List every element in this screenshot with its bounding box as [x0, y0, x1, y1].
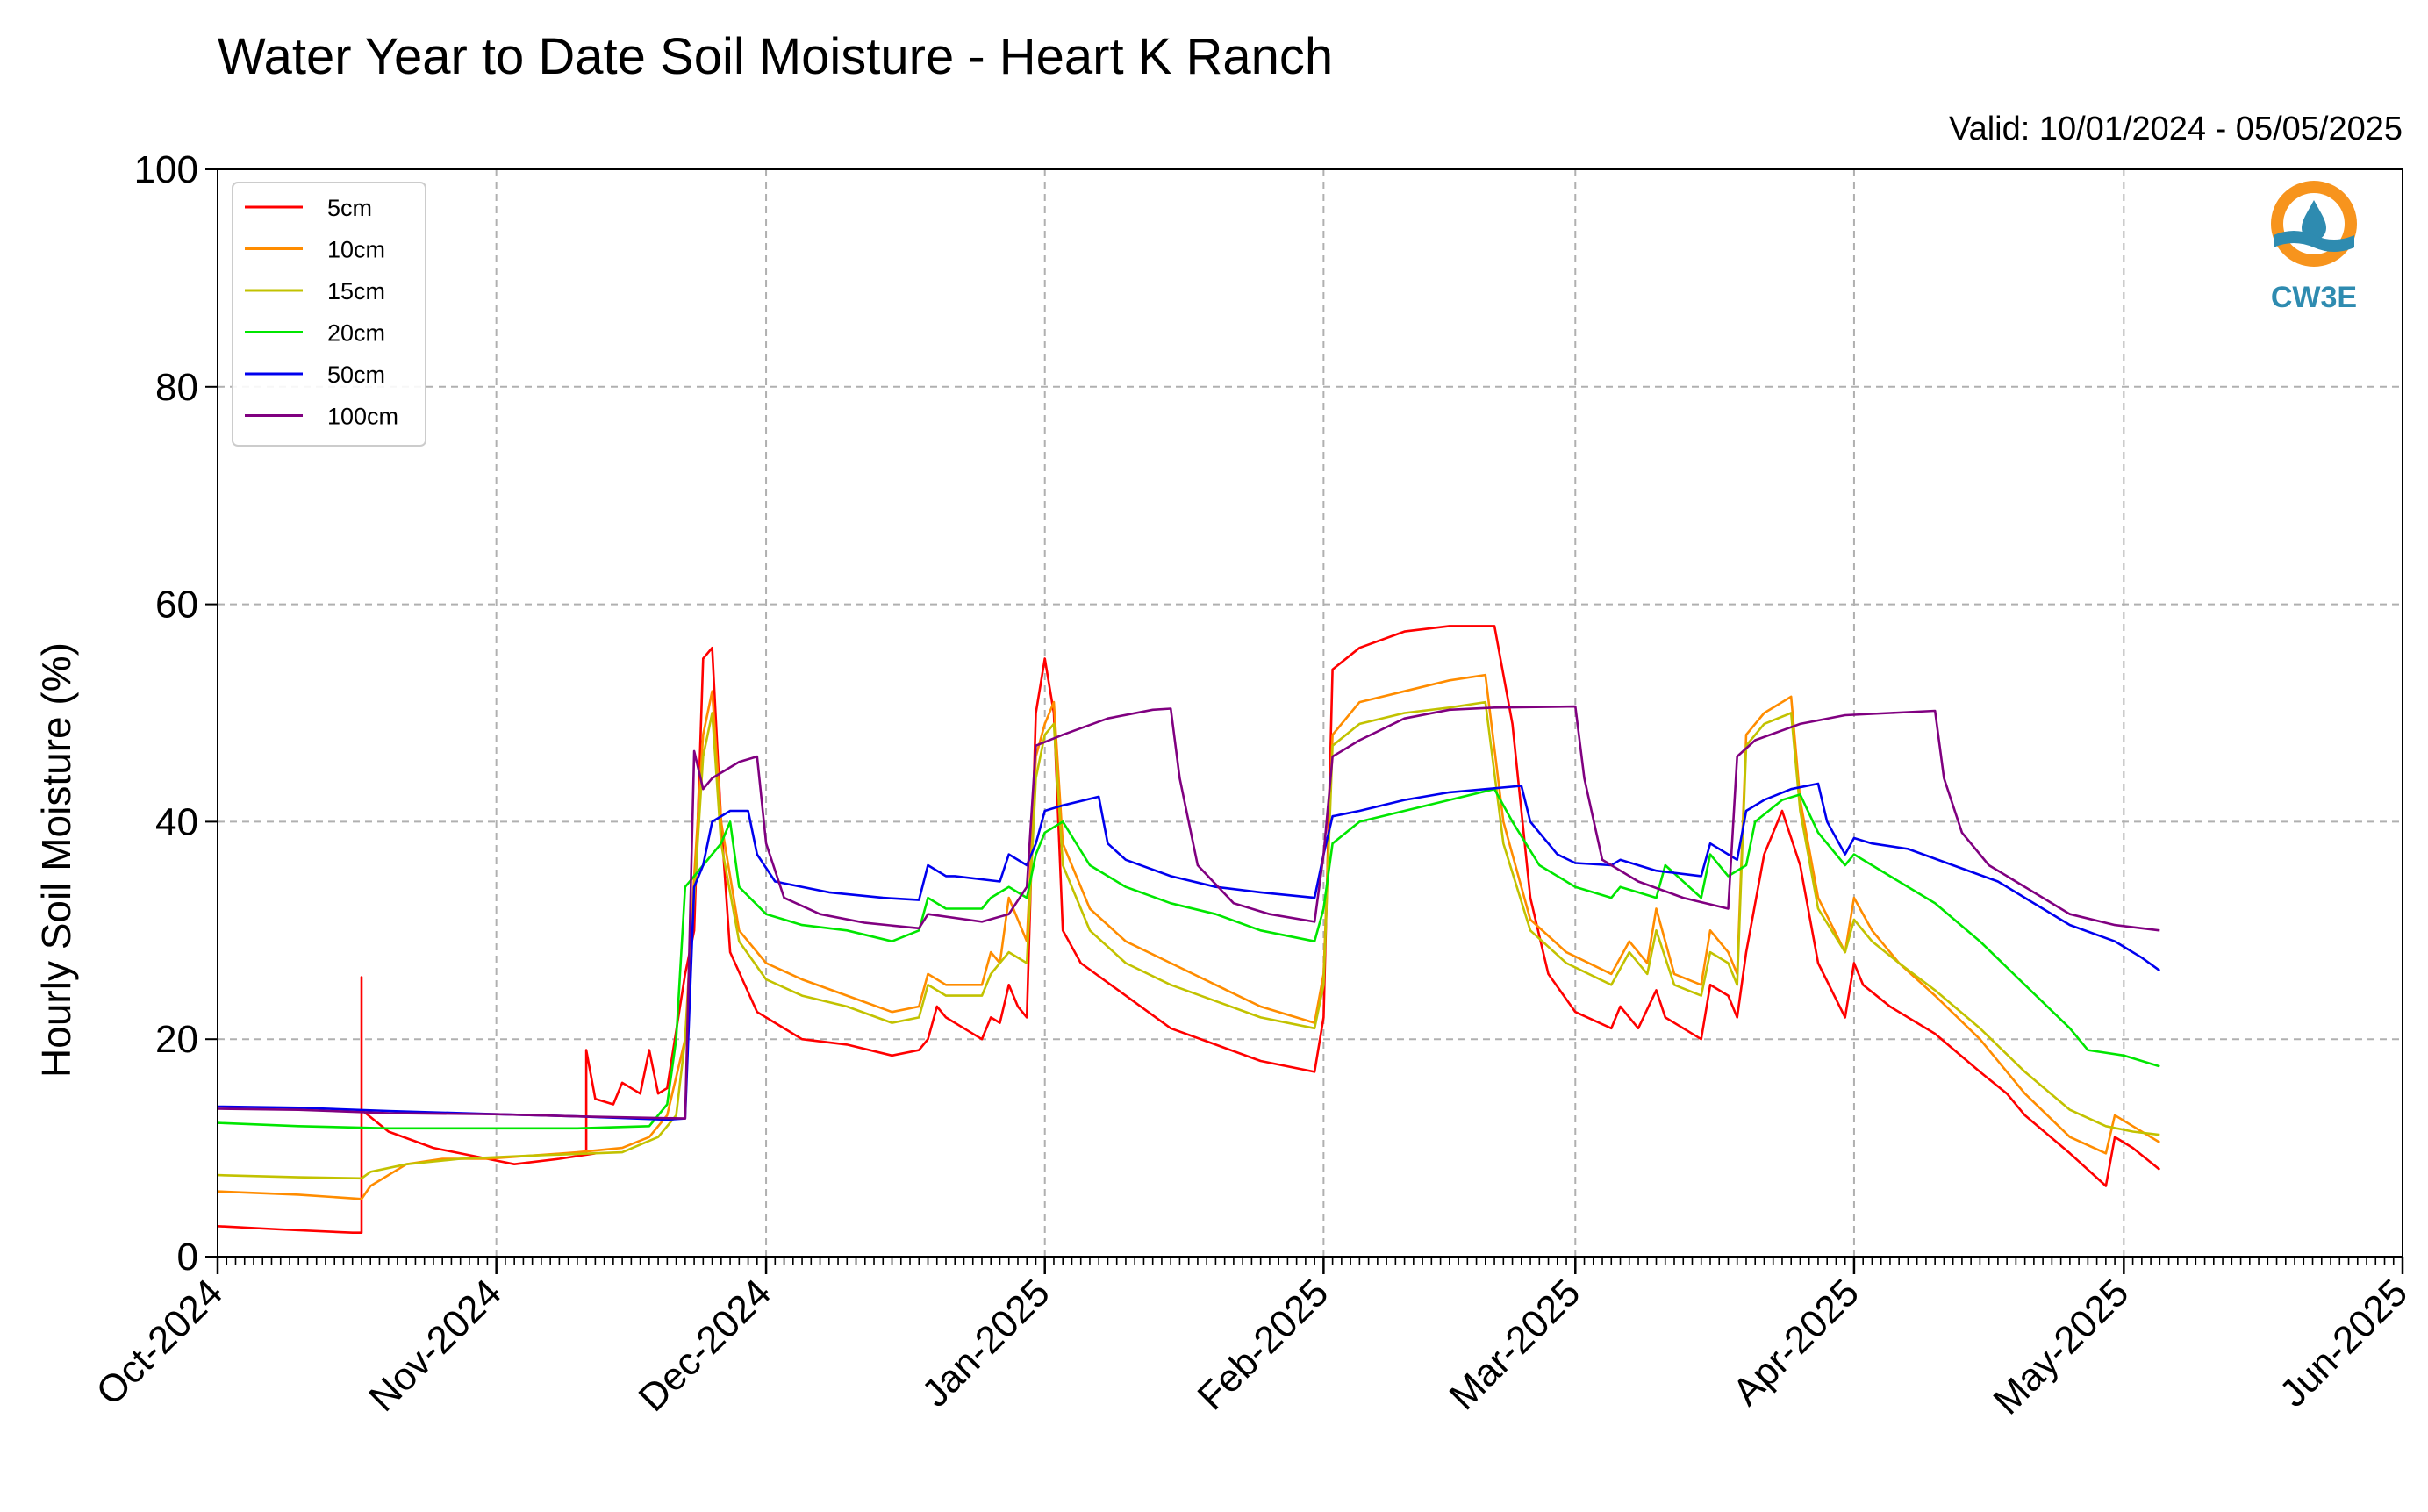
x-tick-label: Oct-2024: [88, 1271, 231, 1414]
x-tick-label: Dec-2024: [631, 1271, 780, 1420]
wave-icon: [2274, 231, 2354, 252]
x-tick-label: Nov-2024: [361, 1271, 510, 1420]
y-tick-label: 100: [134, 148, 198, 191]
legend-label-15cm: 15cm: [327, 278, 385, 305]
x-tick-label: Feb-2025: [1190, 1271, 1337, 1418]
plot-frame: [217, 168, 2403, 1258]
y-axis-label: Hourly Soil Moisture (%): [33, 642, 79, 1078]
water-drop-icon: [2302, 200, 2326, 240]
x-tick-label: Jan-2025: [913, 1271, 1057, 1415]
y-tick-label: 0: [177, 1236, 198, 1279]
grid-lines: [218, 169, 2403, 1257]
logo-text: CW3E: [2271, 281, 2357, 314]
y-axis: 0 20 40 60 80 100: [134, 148, 218, 1279]
legend: 5cm 10cm 15cm 20cm 50cm 100cm: [232, 182, 426, 447]
y-tick-label: 60: [155, 584, 198, 627]
legend-label-10cm: 10cm: [327, 237, 385, 263]
legend-label-100cm: 100cm: [327, 404, 398, 430]
series-line-50cm: [217, 782, 2161, 1121]
chart-title: Water Year to Date Soil Moisture - Heart…: [218, 28, 1333, 85]
x-axis: Oct-2024 Nov-2024 Dec-2024 Jan-2025 Feb-2025…: [88, 1257, 2416, 1422]
y-tick-label: 40: [155, 800, 198, 843]
x-daily-tick-marks: [217, 1257, 2403, 1265]
y-tick-label: 80: [155, 366, 198, 409]
legend-label-50cm: 50cm: [327, 362, 385, 388]
x-tick-label: Apr-2025: [1724, 1271, 1867, 1414]
x-tick-label: May-2025: [1985, 1271, 2137, 1422]
cw3e-logo: CW3E: [2271, 181, 2357, 314]
x-tick-label: Mar-2025: [1442, 1271, 1589, 1418]
y-tick-label: 20: [155, 1018, 198, 1061]
series-line-15cm: [217, 700, 2160, 1180]
series-line-20cm: [217, 787, 2160, 1130]
x-tick-label: Jun-2025: [2272, 1271, 2416, 1415]
legend-label-20cm: 20cm: [327, 320, 385, 347]
series-line-100cm: [217, 705, 2160, 1120]
valid-date-range: Valid: 10/01/2024 - 05/05/2025: [1949, 111, 2403, 147]
legend-label-5cm: 5cm: [327, 195, 372, 221]
series-line-5cm: [217, 625, 2161, 1234]
series-layer: [217, 625, 2161, 1234]
x-minor-ticks: [217, 1257, 2403, 1265]
